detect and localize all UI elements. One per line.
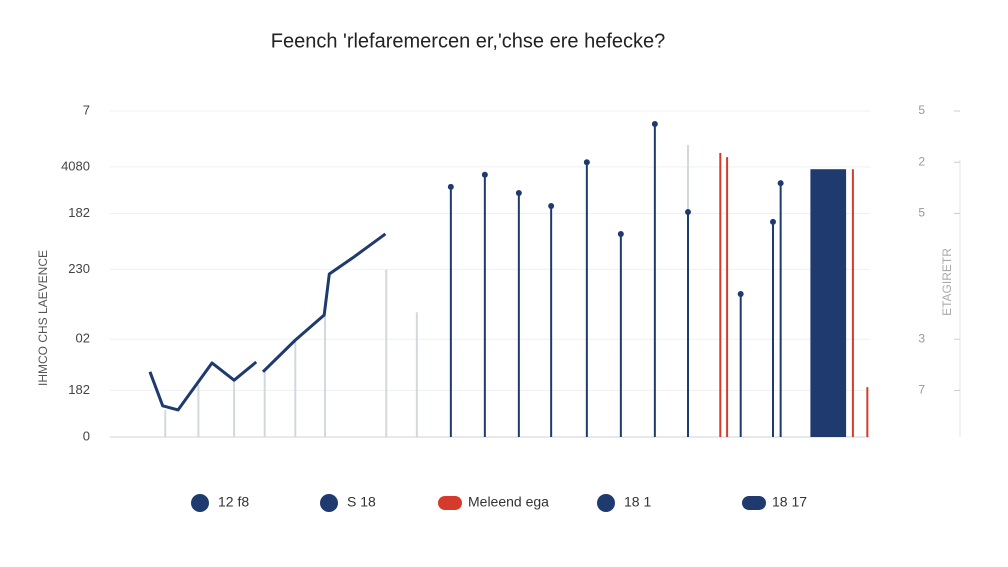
y2-tick-label: 2 (918, 154, 925, 168)
legend-label: 12 f8 (218, 494, 249, 510)
legend-swatch (191, 494, 209, 512)
stem-dot (481, 171, 488, 178)
y2-tick-label: 5 (918, 103, 925, 117)
stem-dot (777, 180, 784, 187)
legend-label: S 18 (347, 494, 376, 510)
legend-label: 18 17 (772, 494, 807, 510)
y-tick-label: 7 (83, 102, 90, 117)
stem-dot (583, 159, 590, 166)
chart-title: Feench 'rlefaremercen er,'chse ere hefec… (271, 30, 666, 52)
y-tick-label: 02 (76, 331, 90, 346)
y2-tick-label: 7 (918, 383, 925, 397)
line-series (148, 232, 387, 412)
stem-dot (651, 121, 658, 128)
legend-label: Meleend ega (468, 494, 549, 510)
y-axis-label: IHMCO CHS LAEVENCE (36, 250, 50, 386)
y-tick-label: 0 (83, 428, 90, 443)
stem-dot (617, 230, 624, 237)
stem-dot (770, 218, 776, 225)
y2-tick-label: 5 (918, 206, 925, 220)
stem-dot (515, 189, 522, 196)
legend-swatch (597, 494, 615, 512)
y-tick-label: 182 (68, 205, 90, 220)
y-tick-label: 182 (68, 382, 90, 397)
y-tick-label: 4080 (61, 158, 90, 173)
y2-tick-label: 3 (918, 331, 925, 345)
stem-dot (685, 209, 691, 216)
stem-dot (447, 183, 454, 190)
legend-label: 18 1 (624, 494, 651, 510)
legend-swatch (320, 494, 338, 512)
legend-swatch (742, 496, 766, 510)
y-tick-label: 230 (68, 261, 90, 276)
bar (810, 169, 847, 437)
y2-axis-label: ETAGIRETR (940, 248, 954, 316)
stem-dot (548, 203, 555, 210)
stem-dot (737, 291, 744, 298)
legend-swatch (438, 496, 462, 510)
